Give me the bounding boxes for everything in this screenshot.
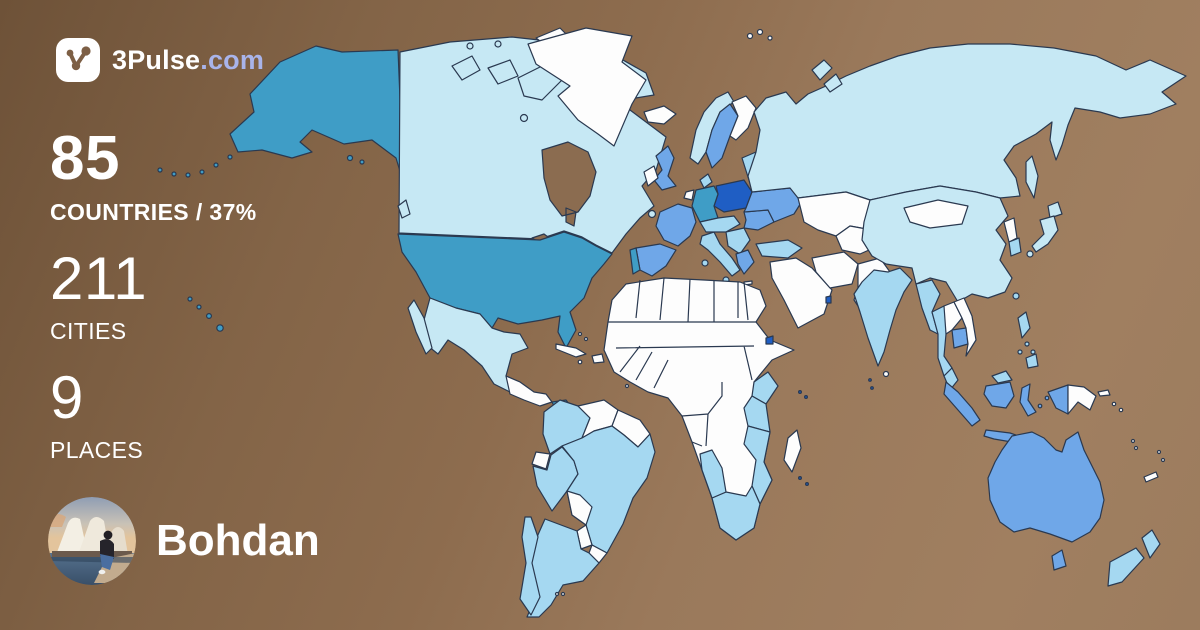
stat-countries: 85 COUNTRIES / 37% [50, 128, 257, 226]
brand-name-main: 3Pulse [112, 44, 201, 75]
stat-cities: 211 CITIES [50, 249, 257, 345]
country-greece [735, 249, 755, 275]
3pulse-logo-icon [56, 38, 100, 82]
molecule-glyph [66, 46, 91, 71]
country-vietnam [953, 297, 977, 357]
country-central-america [505, 375, 553, 407]
country-iran [811, 251, 859, 289]
country-malaysia [943, 367, 1013, 391]
country-india [853, 267, 913, 367]
country-falklands [554, 591, 566, 597]
country-chile [519, 516, 541, 616]
country-turkey [755, 239, 803, 259]
country-maldives [868, 378, 874, 390]
places-value: 9 [50, 364, 84, 431]
country-portugal [629, 247, 641, 275]
country-kenya [751, 371, 779, 405]
country-japan [1026, 201, 1063, 258]
country-hawaii [187, 296, 224, 332]
country-central-europe [699, 215, 741, 233]
country-philippines [1017, 311, 1039, 369]
country-finland [729, 95, 757, 141]
country-svalbard [746, 28, 773, 41]
country-new-zealand [1107, 529, 1161, 587]
brand-logo: 3Pulse.com [56, 38, 264, 82]
country-qatar [825, 295, 832, 304]
country-fiji [1156, 449, 1166, 463]
country-madagascar [783, 429, 802, 473]
country-ecuador [531, 451, 551, 470]
country-uk [653, 145, 677, 191]
country-iceland [643, 105, 677, 125]
places-label: PLACES [50, 437, 144, 463]
country-seychelles [797, 390, 808, 400]
africa-inner-borders [608, 277, 756, 471]
country-russia [747, 43, 1187, 201]
country-china [861, 185, 1013, 303]
hudson-bay [541, 141, 597, 227]
brand-name: 3Pulse.com [112, 45, 264, 76]
avatar [48, 497, 136, 585]
cities-value: 211 [50, 245, 148, 312]
country-indonesia [943, 381, 1069, 452]
user-info: Bohdan [48, 497, 320, 585]
avatar-photo-sydney-opera-house [48, 497, 136, 585]
country-australia [987, 431, 1105, 543]
country-italy [699, 231, 741, 284]
country-ireland [643, 165, 659, 187]
country-south-korea [1008, 237, 1022, 257]
country-greenland [527, 27, 647, 147]
country-new-caledonia [1143, 471, 1159, 483]
cities-label: CITIES [50, 318, 127, 344]
country-bolivia [566, 490, 593, 526]
country-aleutians [157, 154, 365, 178]
country-sweden [705, 103, 739, 169]
country-cuba [555, 343, 587, 358]
country-taiwan [1012, 292, 1020, 300]
brand-name-suffix: .com [200, 44, 265, 75]
country-benelux [683, 189, 695, 201]
country-djibouti [765, 335, 774, 345]
stat-places: 9 PLACES [50, 368, 257, 464]
country-north-korea [1003, 217, 1018, 243]
country-mauritius [797, 476, 809, 487]
country-png [1067, 384, 1111, 415]
country-sakhalin [1025, 155, 1039, 199]
stats-panel: 85 COUNTRIES / 37% 211 CITIES 9 PLACES [50, 128, 257, 487]
country-cambodia [951, 327, 969, 349]
country-middle-east [769, 257, 833, 329]
country-france [655, 203, 697, 247]
country-spain [635, 243, 677, 277]
countries-label: COUNTRIES / 37% [50, 199, 257, 225]
country-namibia [699, 449, 727, 499]
country-novaya-zemlya [811, 59, 843, 93]
country-vanuatu [1130, 438, 1139, 451]
country-solomon [1111, 401, 1124, 413]
country-balkans [725, 227, 751, 255]
country-tasmania [1051, 549, 1067, 571]
country-sri-lanka [882, 370, 890, 378]
countries-value: 85 [50, 124, 120, 193]
country-germany [691, 185, 719, 223]
user-name: Bohdan [156, 516, 320, 565]
country-mongolia [903, 199, 969, 229]
country-denmark [699, 173, 713, 189]
